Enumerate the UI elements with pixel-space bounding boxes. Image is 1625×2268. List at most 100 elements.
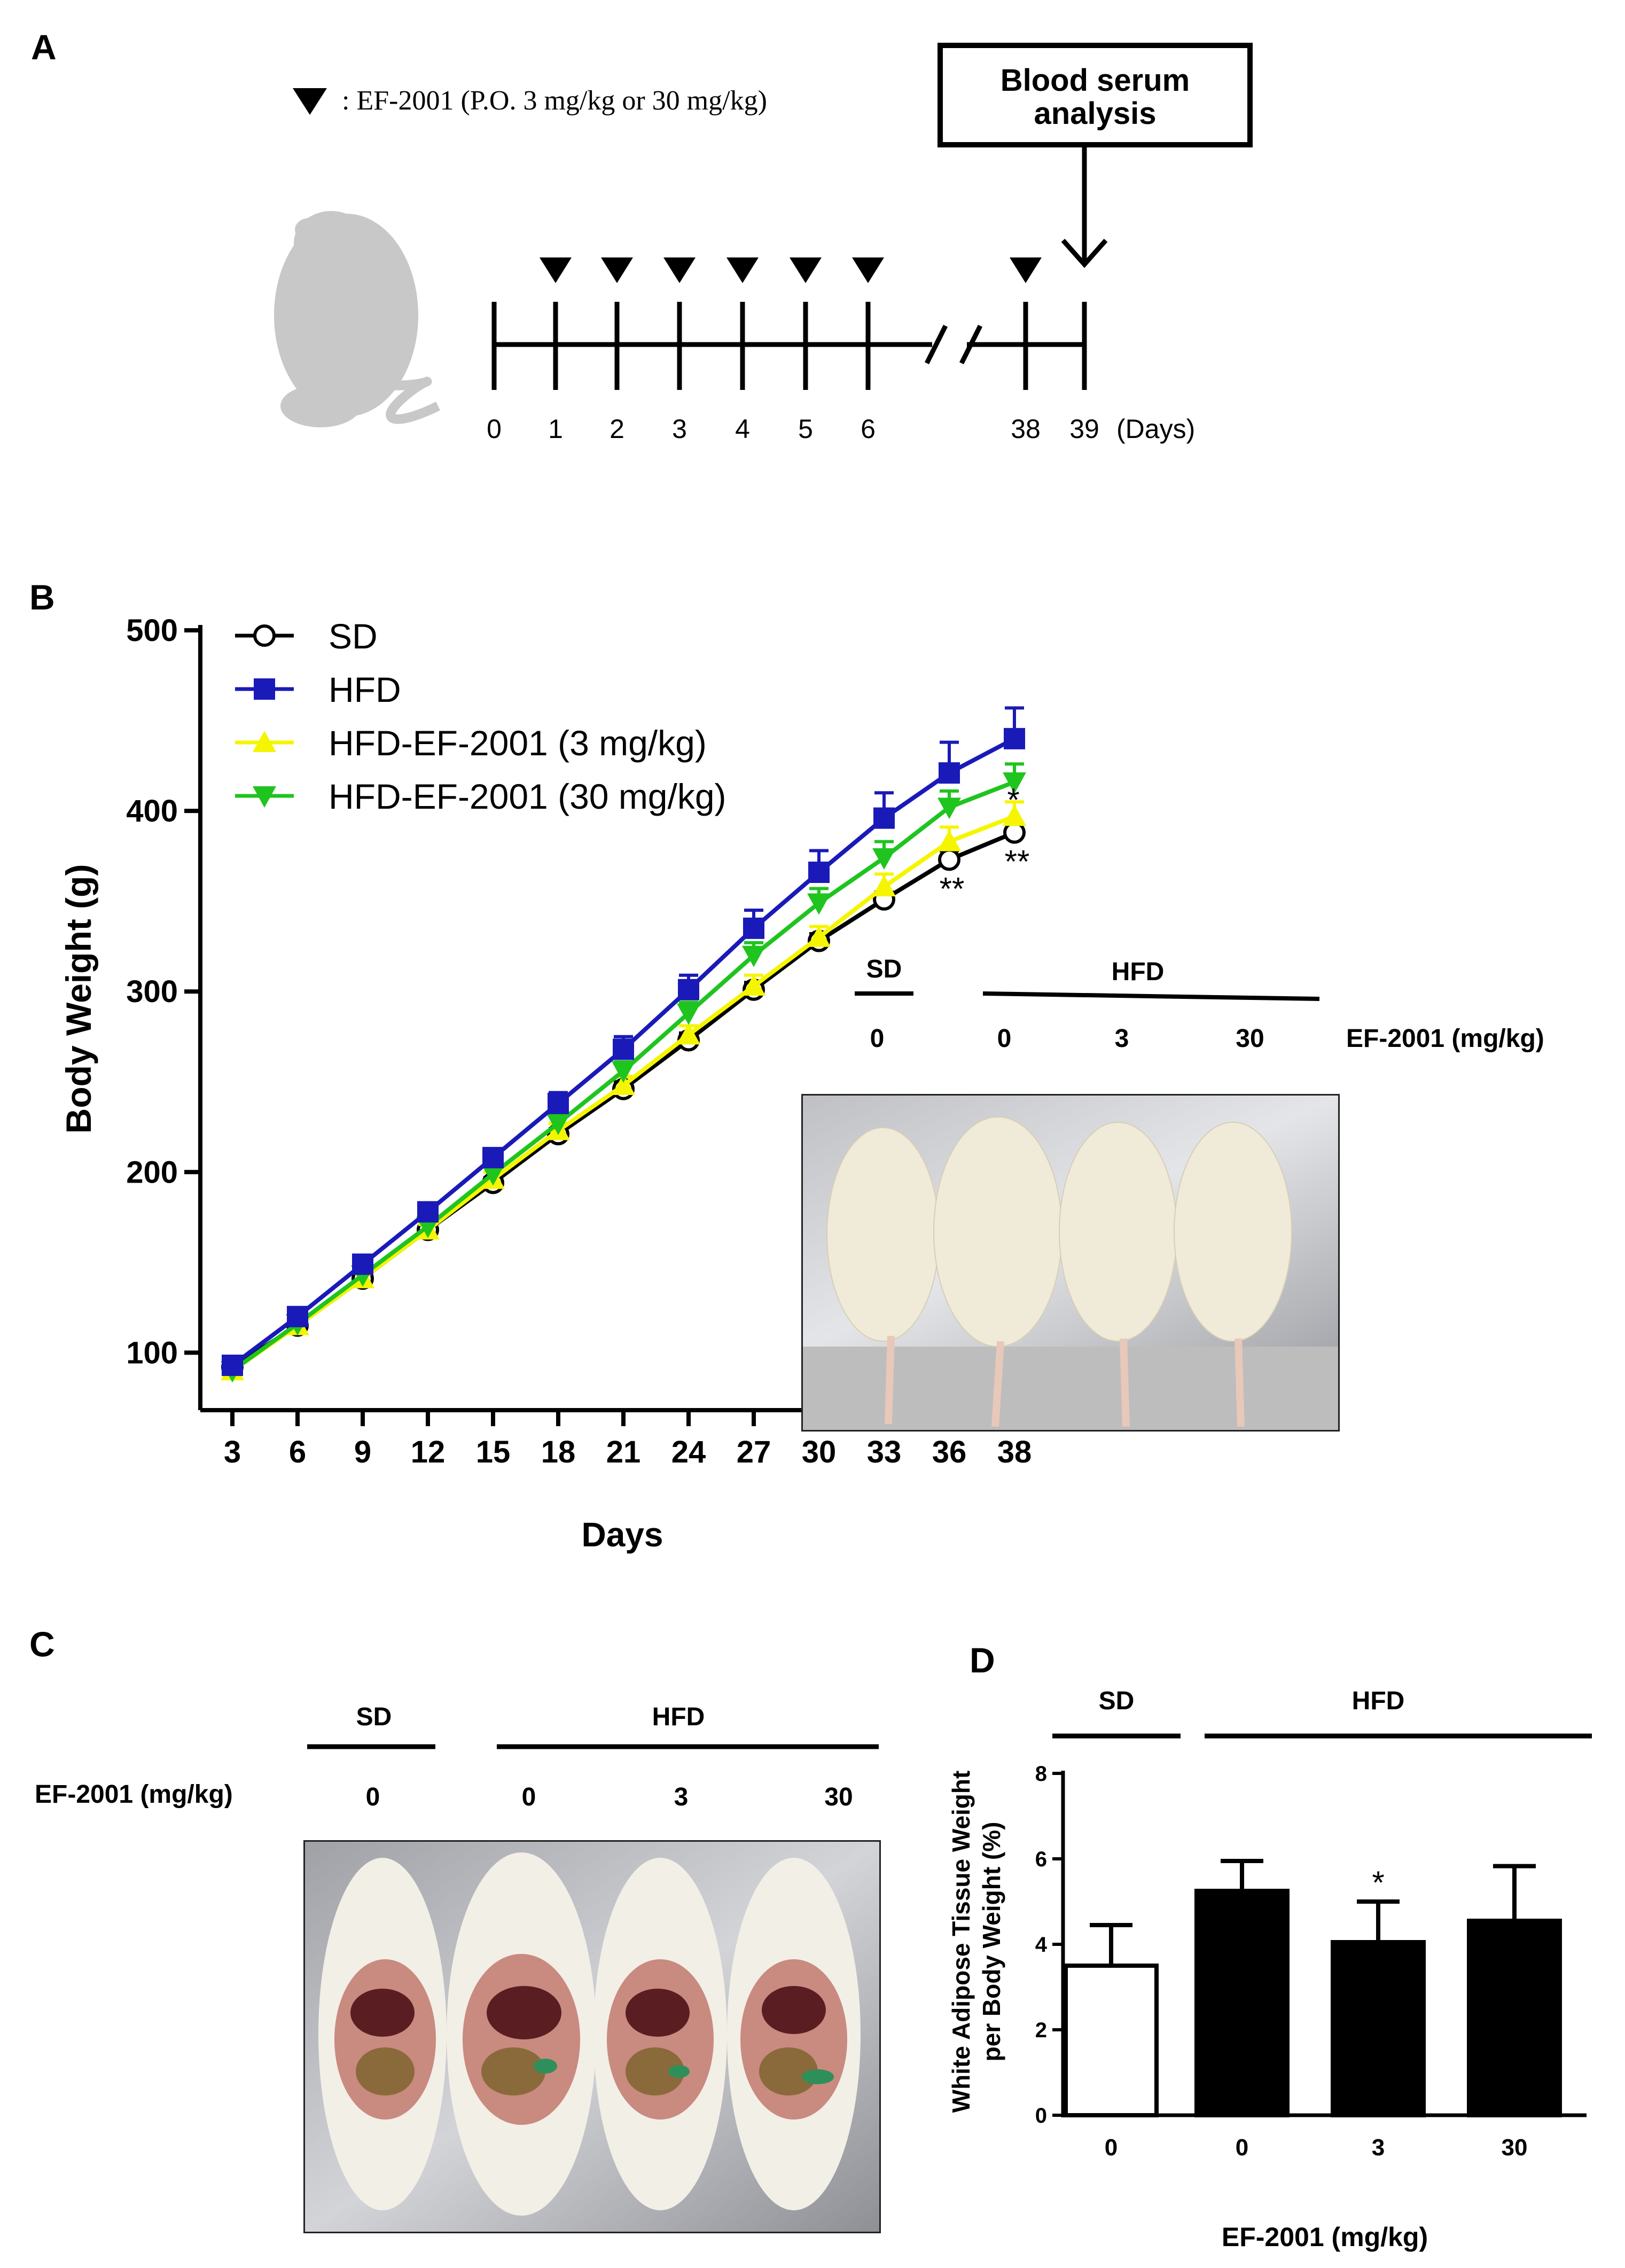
rats-photo-panel-b	[801, 1094, 1340, 1432]
data-point	[612, 1074, 635, 1095]
x-tick-label: 24	[671, 1435, 706, 1469]
timeline-day-label: 1	[548, 414, 563, 444]
x-tick-label: 9	[354, 1435, 371, 1469]
legend-swatch-marker	[253, 731, 276, 752]
mouse-silhouette-icon	[274, 211, 441, 427]
timeline-axis	[491, 302, 1087, 390]
data-point	[546, 1114, 570, 1135]
timeline-day-label: 3	[672, 414, 687, 444]
data-point	[222, 1355, 243, 1377]
significance-annotation: **	[940, 871, 965, 906]
y-tick-label: 300	[126, 974, 178, 1009]
bar	[1467, 1919, 1562, 2117]
data-point	[482, 1147, 504, 1169]
panel-letter-d: D	[970, 1640, 995, 1680]
photo-b-hfd-bar	[982, 991, 1320, 1001]
dose-marker-icon	[1010, 257, 1042, 283]
bar-sd-label: SD	[1099, 1687, 1135, 1715]
x-tick-label: 6	[289, 1435, 306, 1469]
blood-arrow-head-icon	[1061, 239, 1108, 268]
data-point	[613, 1038, 634, 1060]
photo-b-hfd-label: HFD	[1112, 958, 1165, 986]
significance-annotation: *	[1007, 782, 1019, 818]
adipose-bar-chart: SD HFD 0 2 4 6 8 0 0 3 30 * EF-2001 (mg/kg) White Adi…	[947, 1687, 1592, 2252]
significance-annotation: **	[1005, 844, 1030, 880]
timeline-day-label: 6	[861, 414, 876, 444]
x-tick-label: 27	[737, 1435, 771, 1469]
data-point	[287, 1305, 308, 1327]
x-tick-label: 18	[541, 1435, 576, 1469]
bar-category-label: 3	[1372, 2134, 1385, 2161]
legend-swatch-marker	[254, 678, 275, 700]
bar-y-tick-label: 8	[1035, 1762, 1047, 1786]
blood-serum-line1: Blood serum	[1001, 63, 1190, 98]
dose-legend-triangle-icon	[293, 88, 327, 115]
timeline-day-label: 5	[798, 414, 813, 444]
blood-serum-line2: analysis	[1034, 96, 1157, 131]
data-point	[1003, 772, 1026, 794]
dose-marker-icon	[663, 257, 696, 283]
timeline-day-label: 39	[1069, 414, 1099, 444]
photo-c-dose: 0	[366, 1783, 380, 1811]
panel-c-labels: SD HFD EF-2001 (mg/kg) 0 0 3 30	[35, 1703, 879, 1811]
x-tick-label: 3	[224, 1435, 241, 1469]
line-chart-legend: SD HFD HFD-EF-2001 (3 mg/kg) HFD-EF-2001 (3…	[235, 616, 726, 816]
data-point	[872, 875, 896, 897]
dose-marker-icon	[726, 257, 759, 283]
data-point	[938, 797, 961, 819]
panel-a-timeline: : EF-2001 (P.O. 3 mg/kg or 30 mg/kg) Blo…	[274, 43, 1253, 444]
data-point	[807, 893, 831, 915]
y-tick-label: 100	[126, 1335, 178, 1370]
data-point	[677, 1003, 700, 1025]
data-point	[938, 848, 960, 871]
bar	[1194, 1889, 1290, 2117]
blood-serum-box	[938, 43, 1253, 147]
photo-c-dose: 0	[522, 1783, 536, 1811]
panel-letter-a: A	[31, 27, 57, 67]
photo-c-dose-label: EF-2001 (mg/kg)	[35, 1780, 233, 1809]
series-1	[222, 706, 1025, 1377]
panel-b-photo-labels: SD HFD 0 0 3 30 EF-2001 (mg/kg)	[855, 955, 1544, 1053]
x-axis-label: Days	[582, 1515, 663, 1554]
x-tick-label: 33	[867, 1435, 902, 1469]
timeline-day-label: 38	[1011, 414, 1041, 444]
panel-letter-b: B	[29, 577, 55, 617]
data-point	[808, 862, 830, 883]
x-tick-label: 15	[476, 1435, 511, 1469]
dose-marker-icon	[790, 257, 822, 283]
bar-y-tick-label: 0	[1035, 2104, 1047, 2128]
x-tick-label: 38	[997, 1435, 1032, 1469]
y-tick-label: 200	[126, 1155, 178, 1190]
bar-hfd-label: HFD	[1352, 1687, 1405, 1715]
timeline-day-label: 2	[610, 414, 624, 444]
dose-marker-icon	[852, 257, 884, 283]
legend-label: HFD-EF-2001 (30 mg/kg)	[329, 777, 726, 816]
data-point	[481, 1164, 505, 1186]
data-point	[807, 925, 831, 947]
data-point	[872, 848, 896, 870]
dose-marker-icon	[540, 257, 572, 283]
data-point	[612, 1061, 635, 1083]
photo-b-dose: 0	[870, 1024, 885, 1053]
bar-category-label: 0	[1105, 2134, 1118, 2161]
y-axis-label: Body Weight (g)	[59, 864, 98, 1134]
legend-label: HFD	[329, 670, 401, 709]
data-point	[743, 917, 764, 939]
bar	[1064, 1964, 1159, 2117]
photo-c-dose: 3	[674, 1783, 689, 1811]
photo-c-hfd-label: HFD	[652, 1703, 705, 1731]
dose-markers	[540, 257, 1042, 283]
x-tick-label: 21	[606, 1435, 641, 1469]
bar-category-label: 30	[1502, 2134, 1528, 2161]
photo-b-dose: 30	[1236, 1024, 1264, 1053]
data-point	[417, 1201, 439, 1223]
bar-x-axis-label: EF-2001 (mg/kg)	[1222, 2222, 1428, 2252]
timeline-day-label: 4	[735, 414, 750, 444]
x-tick-label: 30	[802, 1435, 837, 1469]
bar	[1331, 1940, 1426, 2117]
panel-letter-c: C	[29, 1624, 55, 1664]
data-point	[678, 979, 699, 1000]
legend-label: HFD-EF-2001 (3 mg/kg)	[329, 723, 707, 763]
bar-category-label: 0	[1236, 2134, 1248, 2161]
